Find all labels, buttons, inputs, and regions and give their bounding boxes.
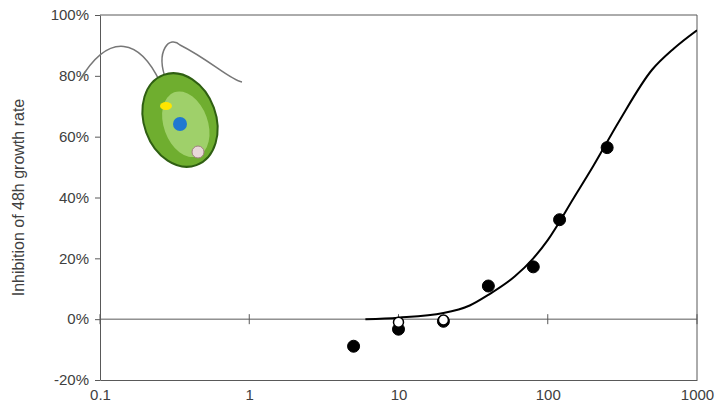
chloroplast <box>154 85 219 164</box>
x-tick-label: 1000 <box>681 386 714 403</box>
x-tick: 1 <box>246 380 254 403</box>
y-tick-label: 60% <box>59 128 89 145</box>
y-tick: 80% <box>59 67 100 84</box>
frame-top <box>100 15 697 16</box>
x-tick-label: 0.1 <box>90 386 111 403</box>
y-tick-label: 20% <box>59 250 89 267</box>
open-point <box>394 317 404 327</box>
y-tick-line <box>95 198 100 199</box>
point <box>527 261 539 273</box>
y-tick-label: -20% <box>54 371 89 388</box>
x-axis-line <box>101 380 698 381</box>
y-tick-line <box>95 319 100 320</box>
point <box>482 280 494 292</box>
x-tick-mark <box>547 314 548 324</box>
y-tick-line <box>95 258 100 259</box>
cell <box>130 63 230 178</box>
x-tick-mark <box>697 314 698 324</box>
y-tick-label: 0% <box>67 310 89 327</box>
point <box>348 340 360 352</box>
x-tick-label: 1 <box>246 386 254 403</box>
point <box>554 214 566 226</box>
point <box>437 315 449 327</box>
point <box>601 142 613 154</box>
frame-right <box>697 15 698 380</box>
x-tick-mark <box>249 314 250 324</box>
y-axis: -20% 0% 20% 40% 60% 80% 100% <box>51 6 101 388</box>
y-axis-title: Inhibition of 48h growth rate <box>10 99 27 297</box>
open-point <box>438 315 448 325</box>
organelle <box>192 146 204 158</box>
marks <box>348 30 697 352</box>
chart: 0.1 1 10 100 1000 -20% 0% 20% 40% 60% 80% 100% Inhib… <box>0 0 722 413</box>
y-tick: 100% <box>51 6 100 23</box>
x-tick-label: 10 <box>391 386 408 403</box>
y-tick: 20% <box>59 250 100 267</box>
y-axis-line <box>100 16 101 381</box>
y-tick-line <box>95 15 100 16</box>
y-tick-label: 100% <box>51 6 89 23</box>
x-tick: 1000 <box>681 380 714 403</box>
y-tick: -20% <box>54 371 100 388</box>
y-tick: 0% <box>67 310 100 327</box>
x-axis: 0.1 1 10 100 1000 <box>90 380 714 403</box>
y-tick-label: 80% <box>59 67 89 84</box>
flagellum <box>80 46 160 82</box>
y-tick-line <box>95 76 100 77</box>
y-tick: 60% <box>59 128 100 145</box>
eyespot <box>160 102 172 110</box>
y-tick: 40% <box>59 189 100 206</box>
y-tick-label: 40% <box>59 189 89 206</box>
algae-icon <box>80 42 242 178</box>
y-tick-line <box>95 137 100 138</box>
plot: 0.1 1 10 100 1000 -20% 0% 20% 40% 60% 80% 100% <box>51 6 715 402</box>
x-tick: 0.1 <box>90 380 111 403</box>
x-tick: 100 <box>536 380 561 403</box>
fit-curve <box>365 30 697 319</box>
nucleus <box>173 117 187 131</box>
y-tick-line <box>95 380 100 381</box>
x-tick-label: 100 <box>536 386 561 403</box>
x-tick: 10 <box>391 380 408 403</box>
